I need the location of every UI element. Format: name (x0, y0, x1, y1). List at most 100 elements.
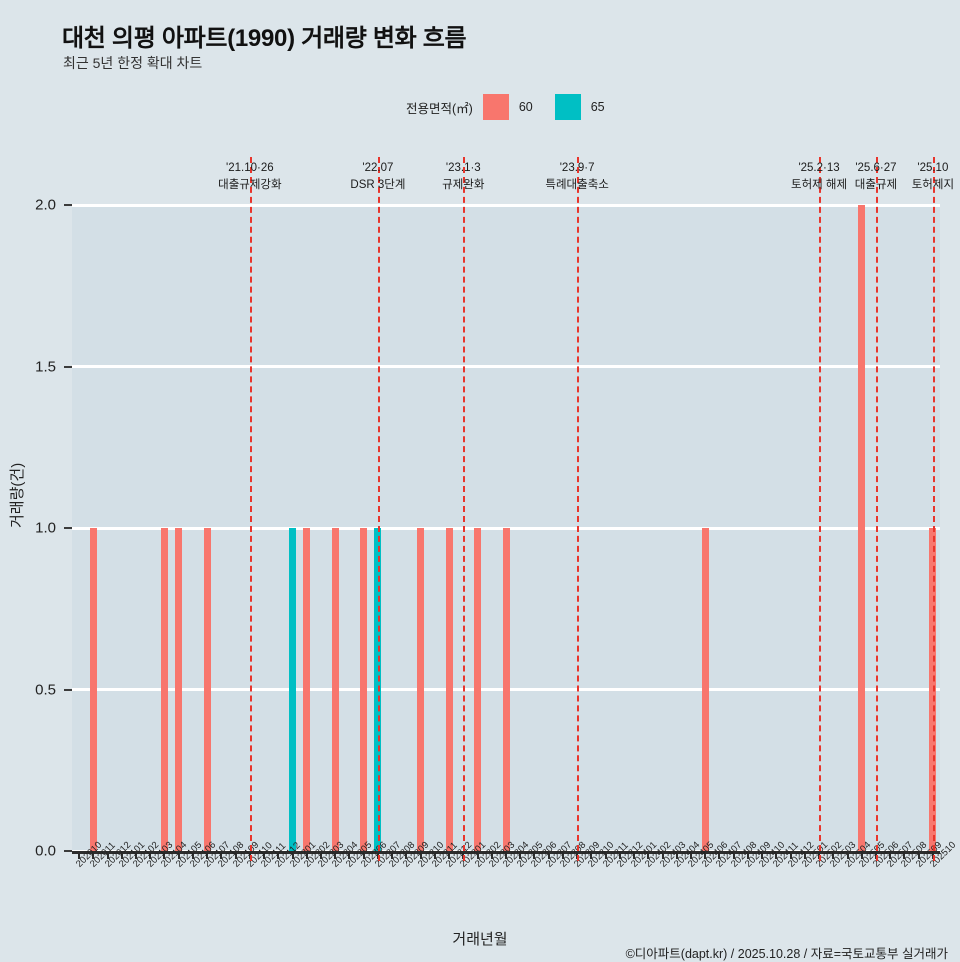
x-tick-mark (604, 851, 607, 859)
y-tick-mark (64, 688, 72, 691)
x-tick-mark (320, 851, 323, 859)
x-tick-mark (618, 851, 621, 859)
x-tick-mark (448, 851, 451, 859)
bar-202210-60 (417, 528, 425, 851)
annotation-date: '25.2·13 (798, 162, 840, 174)
x-tick-mark (476, 851, 479, 859)
gridline (72, 203, 940, 207)
x-tick-mark (163, 851, 166, 859)
annotation-label-202110: '21.10·26 대출규제강화 (190, 160, 310, 194)
annotation-label-202502: '25.2·13 토허제 해제 (759, 160, 879, 194)
annotation-text: 토허제 해제 (790, 179, 848, 191)
x-tick-mark (78, 851, 81, 859)
plot-area (72, 203, 940, 853)
bar-202105-60 (175, 528, 183, 851)
legend-title: 전용면적(㎡) (406, 101, 473, 116)
x-tick-mark (832, 851, 835, 859)
y-axis-title: 거래량(건) (9, 462, 26, 528)
x-tick-mark (718, 851, 721, 859)
x-tick-mark (903, 851, 906, 859)
annotation-line-202506 (875, 157, 878, 861)
annotation-line-202510 (932, 157, 935, 861)
annotation-date: '22.07 (362, 162, 394, 174)
y-tick-mark (64, 204, 72, 206)
annotation-line-202110 (249, 157, 252, 861)
x-tick-mark (803, 851, 806, 859)
x-tick-mark (775, 851, 778, 859)
y-tick-label: 2.0 (35, 196, 56, 214)
x-tick-mark (149, 851, 152, 859)
x-tick-mark (732, 851, 735, 859)
x-tick-mark (433, 851, 436, 859)
annotation-date: '21.10·26 (226, 162, 274, 174)
annotation-label-202207: '22.07 DSR 3단계 (318, 160, 438, 194)
x-tick-mark (334, 851, 337, 859)
x-tick-mark (675, 851, 678, 859)
x-tick-mark (120, 851, 123, 859)
y-tick-mark (64, 850, 72, 852)
x-tick-mark (917, 851, 920, 859)
bar-202202-60 (303, 528, 311, 851)
bar-202406-60 (701, 528, 709, 851)
x-tick-mark (505, 851, 507, 859)
x-tick-mark (561, 851, 564, 859)
x-tick-mark (362, 851, 365, 859)
x-tick-mark (135, 851, 138, 859)
x-tick-mark (405, 851, 408, 859)
page-subtitle: 최근 5년 한정 확대 차트 (63, 55, 203, 71)
annotation-line-202301 (463, 157, 466, 861)
x-tick-mark (547, 851, 550, 859)
x-tick-mark (391, 851, 394, 859)
annotation-text: 대출규제 (854, 179, 898, 191)
y-tick-label: 1.0 (35, 519, 56, 537)
x-tick-mark (689, 851, 692, 859)
x-tick-mark (177, 851, 180, 859)
x-tick-mark (490, 851, 493, 859)
x-tick-mark (291, 851, 294, 859)
bar-202206-60 (360, 528, 368, 851)
annotation-label-202301: '23.1·3 규제완화 (403, 160, 523, 194)
x-tick-mark (789, 851, 792, 859)
page-title: 대천 의평 아파트(1990) 거래량 변화 흐름 (62, 25, 467, 52)
y-tick-label: 1.5 (35, 358, 56, 375)
annotation-label-202506: '25.6·27 대출규제 (816, 160, 936, 194)
y-tick-label: 0.5 (35, 681, 56, 698)
annotation-line-202207 (377, 157, 380, 861)
x-tick-mark (533, 851, 536, 859)
annotation-text: 특례대출축소 (545, 179, 609, 191)
x-tick-mark (704, 851, 707, 859)
annotation-date: '23.1·3 (445, 162, 481, 174)
x-tick-mark (220, 851, 223, 859)
x-tick-mark (206, 851, 209, 859)
x-tick-mark (746, 851, 749, 859)
x-tick-mark (590, 851, 593, 859)
legend-key-65 (554, 94, 581, 120)
bar-202107-60 (203, 528, 211, 851)
bar-202304-60 (502, 528, 510, 851)
annotation-line-202502 (819, 157, 822, 861)
legend: 전용면적(㎡) 60 65 (406, 94, 605, 120)
annotation-text: DSR 3단계 (350, 179, 406, 191)
x-tick-mark (263, 851, 266, 859)
x-tick-mark (846, 851, 849, 859)
x-tick-mark (860, 851, 863, 859)
annotation-date: '23.9·7 (559, 162, 595, 174)
annotation-date: '25.6·27 (855, 162, 897, 174)
x-tick-mark (277, 851, 280, 859)
y-tick-mark (64, 365, 72, 368)
legend-label-65: 65 (590, 100, 605, 114)
x-tick-mark (519, 851, 522, 859)
y-axis-labels: 0.0 0.5 1.0 1.5 2.0 (0, 197, 72, 860)
legend-key-60 (482, 94, 509, 120)
x-tick-mark (305, 851, 308, 859)
annotation-text: 대출규제강화 (218, 179, 282, 191)
annotation-date: '25.10 (917, 162, 949, 174)
x-tick-mark (191, 851, 194, 859)
x-tick-mark (419, 851, 422, 859)
bar-202302-60 (474, 528, 482, 851)
annotation-text: 규제완화 (442, 179, 485, 191)
x-tick-mark (889, 851, 892, 859)
annotation-label-202309: '23.9·7 특례대출축소 (517, 160, 637, 194)
y-tick-label: 0.0 (35, 842, 56, 860)
footer-credit: ©디아파트(dapt.kr) / 2025.10.28 / 자료=국토교통부 실… (625, 947, 948, 961)
